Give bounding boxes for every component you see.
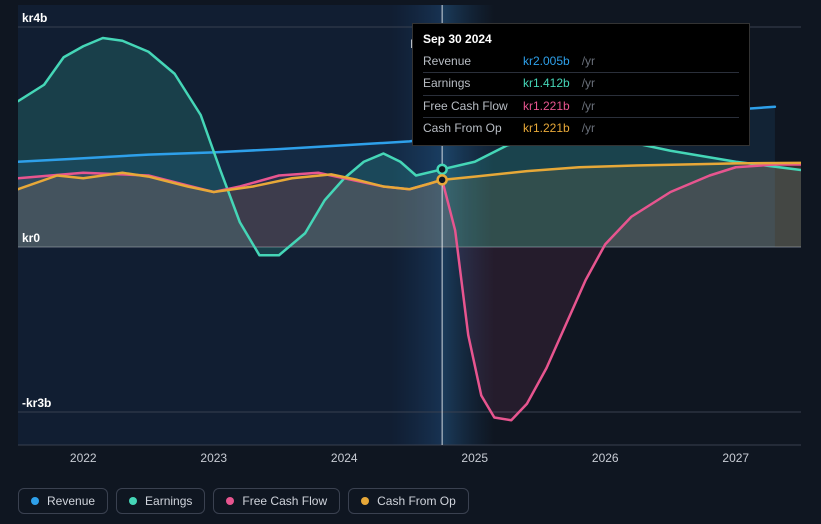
x-axis-tick: 2026 — [592, 451, 619, 465]
x-axis-tick: 2024 — [331, 451, 358, 465]
financials-chart: kr4bkr0-kr3b 202220232024202520262027 Pa… — [0, 0, 821, 524]
tooltip-row: Free Cash Flow kr1.221b /yr — [423, 96, 739, 118]
y-axis-tick: -kr3b — [22, 396, 51, 410]
x-axis-tick: 2025 — [461, 451, 488, 465]
tooltip-title: Sep 30 2024 — [423, 30, 739, 49]
tooltip-value: kr1.412b — [523, 74, 570, 93]
tooltip-value: kr1.221b — [523, 97, 570, 116]
legend-label: Cash From Op — [377, 494, 456, 508]
tooltip-value: kr2.005b — [523, 52, 570, 71]
legend-item-earnings[interactable]: Earnings — [116, 488, 205, 514]
x-axis-tick: 2027 — [722, 451, 749, 465]
tooltip-row: Earnings kr1.412b /yr — [423, 73, 739, 95]
y-axis-tick: kr0 — [22, 231, 40, 245]
tooltip-label: Revenue — [423, 52, 513, 71]
legend-label: Revenue — [47, 494, 95, 508]
tooltip-row: Cash From Op kr1.221b /yr — [423, 118, 739, 139]
tooltip-unit: /yr — [582, 74, 595, 93]
x-axis-tick: 2022 — [70, 451, 97, 465]
tooltip-unit: /yr — [582, 52, 595, 71]
tooltip-value: kr1.221b — [523, 119, 570, 138]
tooltip-unit: /yr — [582, 119, 595, 138]
legend-item-revenue[interactable]: Revenue — [18, 488, 108, 514]
tooltip-label: Free Cash Flow — [423, 97, 513, 116]
legend-dot — [361, 497, 369, 505]
tooltip-unit: /yr — [582, 97, 595, 116]
legend-item-free-cash-flow[interactable]: Free Cash Flow — [213, 488, 340, 514]
x-axis-tick: 2023 — [200, 451, 227, 465]
legend-dot — [226, 497, 234, 505]
legend-label: Earnings — [145, 494, 192, 508]
legend-dot — [129, 497, 137, 505]
legend-item-cash-from-op[interactable]: Cash From Op — [348, 488, 469, 514]
y-axis-tick: kr4b — [22, 11, 47, 25]
tooltip-row: Revenue kr2.005b /yr — [423, 51, 739, 73]
chart-tooltip: Sep 30 2024 Revenue kr2.005b /yr Earnings k… — [412, 23, 750, 146]
legend-label: Free Cash Flow — [242, 494, 327, 508]
legend-dot — [31, 497, 39, 505]
tooltip-label: Cash From Op — [423, 119, 513, 138]
tooltip-label: Earnings — [423, 74, 513, 93]
chart-legend: Revenue Earnings Free Cash Flow Cash From O… — [18, 488, 469, 514]
